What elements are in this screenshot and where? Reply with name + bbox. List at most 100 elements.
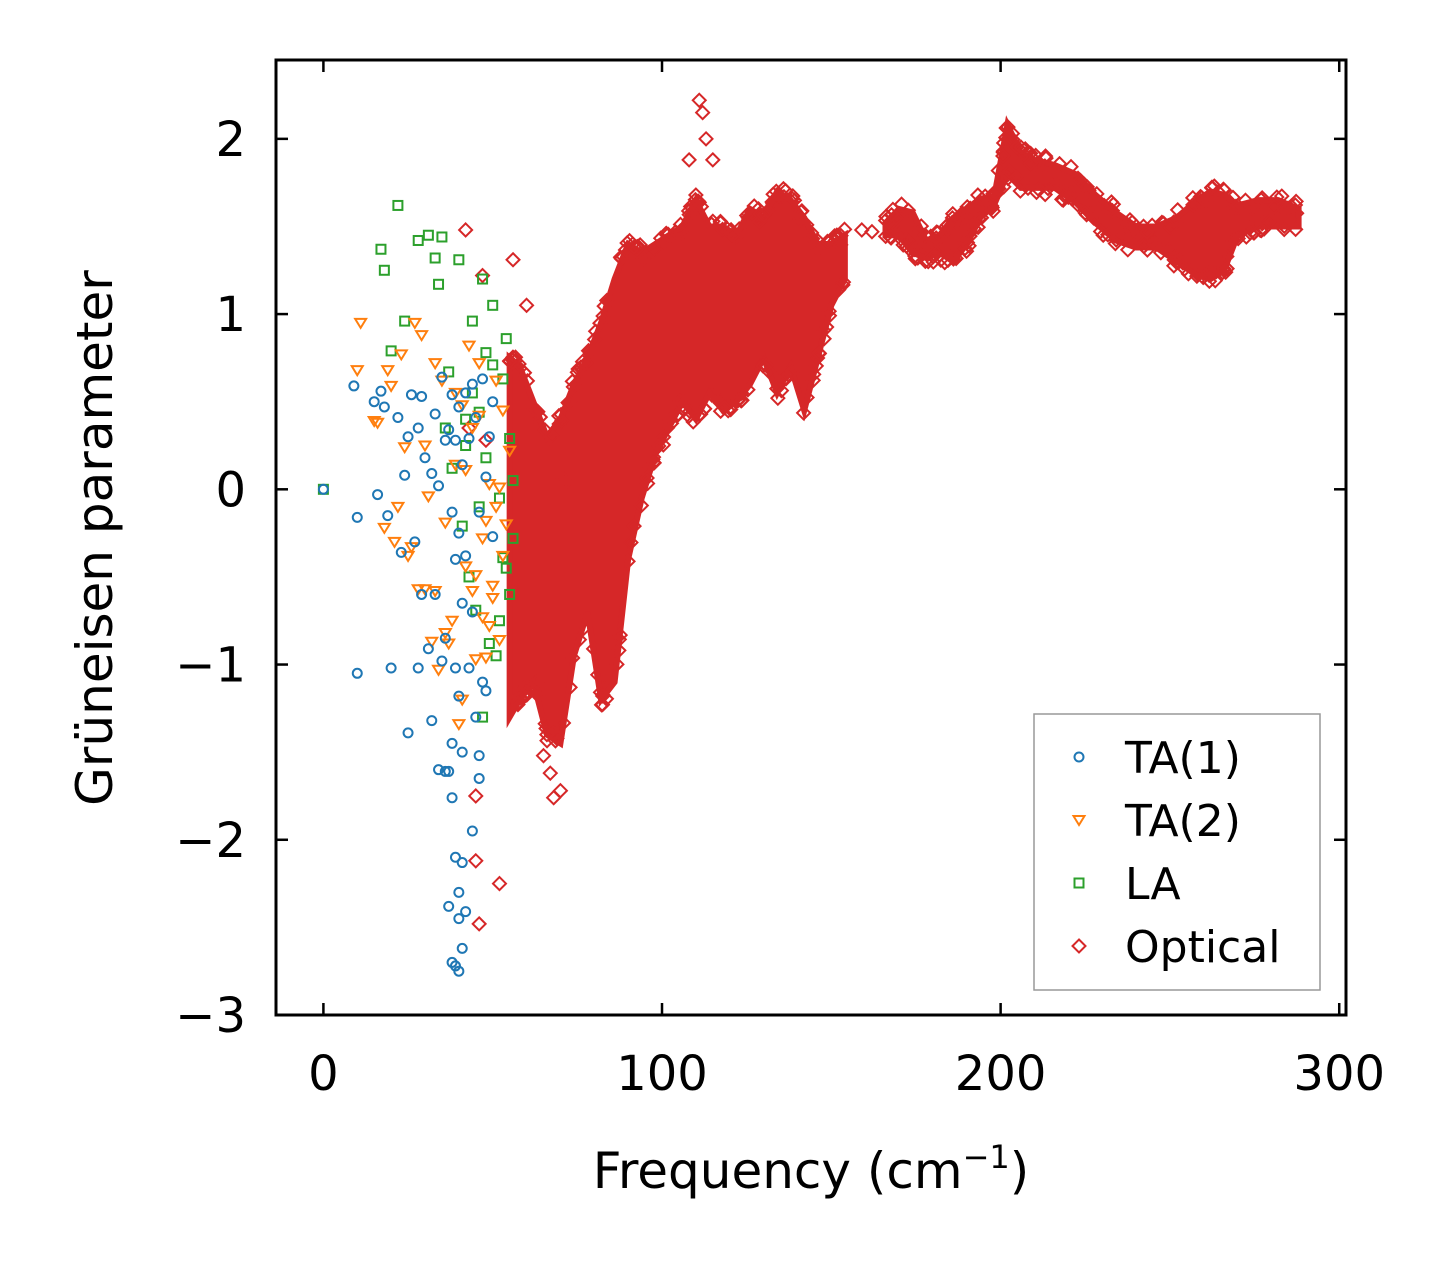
optical-bulk-point	[1153, 214, 1170, 231]
optical-bulk-point	[575, 620, 592, 637]
optical-bulk-point	[900, 232, 916, 249]
optical-bulk-point	[769, 390, 786, 407]
optical-bulk-point	[959, 198, 976, 215]
ta1-point	[473, 772, 485, 784]
la-point	[483, 638, 495, 650]
optical-bulk-point	[526, 400, 543, 417]
optical-bulk-point	[900, 202, 917, 219]
ta1-point	[402, 431, 414, 443]
optical-bulk-point	[623, 534, 639, 551]
legend-marker-optical	[1071, 938, 1087, 954]
ta2-point	[492, 482, 507, 495]
optical-bulk-point	[596, 298, 613, 315]
optical-bulk-point	[610, 642, 627, 659]
optical-bulk-point	[703, 216, 720, 233]
la-point	[477, 273, 489, 285]
optical-bulk-point	[793, 203, 810, 220]
optical-point	[552, 782, 569, 799]
optical-bulk-point	[1216, 182, 1233, 199]
optical-bulk-point	[672, 216, 689, 233]
optical-point	[501, 353, 518, 370]
optical-bulk-point	[961, 237, 977, 254]
ta2-point	[482, 620, 497, 633]
optical-point	[704, 151, 721, 168]
ta1-point	[436, 655, 448, 667]
optical-bulk-point	[1053, 191, 1070, 208]
optical-bulk-point	[1147, 235, 1164, 252]
optical-bulk-point	[681, 403, 698, 420]
optical-bulk-point	[723, 221, 740, 238]
optical-bulk-point	[553, 406, 570, 423]
ta1-point	[456, 746, 468, 758]
optical-bulk-point	[1119, 241, 1136, 258]
optical-point	[691, 92, 708, 109]
ta1-point	[466, 825, 478, 837]
ta2-point	[400, 550, 416, 563]
optical-bulk-point	[562, 679, 579, 696]
la-point	[493, 615, 505, 627]
optical-point	[471, 915, 488, 932]
ta1-point	[449, 851, 461, 863]
ta2-point	[454, 400, 470, 413]
optical-bulk-point	[892, 225, 909, 242]
optical-bulk-point	[639, 470, 655, 486]
ta2-point	[448, 387, 463, 400]
ta2-point	[478, 652, 494, 665]
optical-bulk-point	[529, 687, 546, 704]
optical-bulk-point	[1095, 227, 1112, 244]
optical-bulk-point	[1079, 178, 1096, 195]
optical-bulk-point	[913, 218, 930, 234]
ta1-point	[453, 965, 465, 977]
ta1-point	[483, 431, 495, 443]
optical-bulk-point	[565, 378, 582, 395]
optical-bulk-point	[805, 372, 822, 389]
ta1-point	[433, 480, 445, 492]
ta1-point	[453, 690, 465, 702]
legend-marker-la	[1073, 877, 1085, 889]
optical-bulk-point	[1027, 147, 1044, 164]
ta1-point	[375, 385, 387, 397]
optical-bulk-point	[676, 401, 692, 418]
ta1-point	[402, 727, 414, 739]
optical-point	[525, 407, 542, 424]
optical-point	[528, 674, 545, 690]
optical-bulk-point	[1119, 219, 1136, 236]
optical-bulk-point	[655, 234, 672, 251]
optical-bulk-point	[970, 219, 987, 236]
optical-bulk-point	[582, 342, 599, 359]
optical-bulk-point	[1013, 139, 1030, 156]
optical-bulk-point	[1229, 201, 1246, 218]
optical-point	[535, 747, 552, 764]
optical-point	[542, 765, 559, 782]
ta1-point	[460, 906, 472, 918]
ta2-point	[488, 375, 504, 388]
optical-bulk-point	[594, 688, 611, 704]
ta1-point	[433, 764, 445, 776]
optical-bulk-point	[895, 236, 912, 253]
optical-bulk-point	[775, 180, 792, 197]
ta1-point	[439, 632, 451, 644]
ta1-point	[439, 434, 451, 446]
la-point	[412, 234, 424, 246]
ta2-point	[390, 501, 406, 514]
la-point	[487, 359, 499, 371]
optical-bulk-point	[551, 416, 568, 432]
ta1-point	[439, 765, 451, 777]
optical-bulk-point	[718, 220, 735, 236]
ta1-point	[378, 401, 390, 413]
optical-bulk-point	[644, 451, 661, 468]
optical-bulk-point	[1000, 119, 1016, 136]
optical-bulk-point	[1287, 221, 1304, 238]
optical-point	[698, 130, 714, 147]
optical-bulk-point	[532, 409, 549, 426]
optical-bulk-point	[598, 292, 615, 309]
optical-bulk-point	[771, 187, 787, 204]
legend: TA(1) TA(2) LA Optical	[1033, 713, 1321, 991]
x-axis-label-close: )	[1010, 1142, 1030, 1200]
optical-bulk-point	[1036, 158, 1053, 174]
la-point	[500, 333, 512, 345]
ta2-point	[502, 445, 517, 458]
optical-bulk-point	[799, 389, 816, 406]
optical-bulk-point	[1001, 163, 1018, 180]
